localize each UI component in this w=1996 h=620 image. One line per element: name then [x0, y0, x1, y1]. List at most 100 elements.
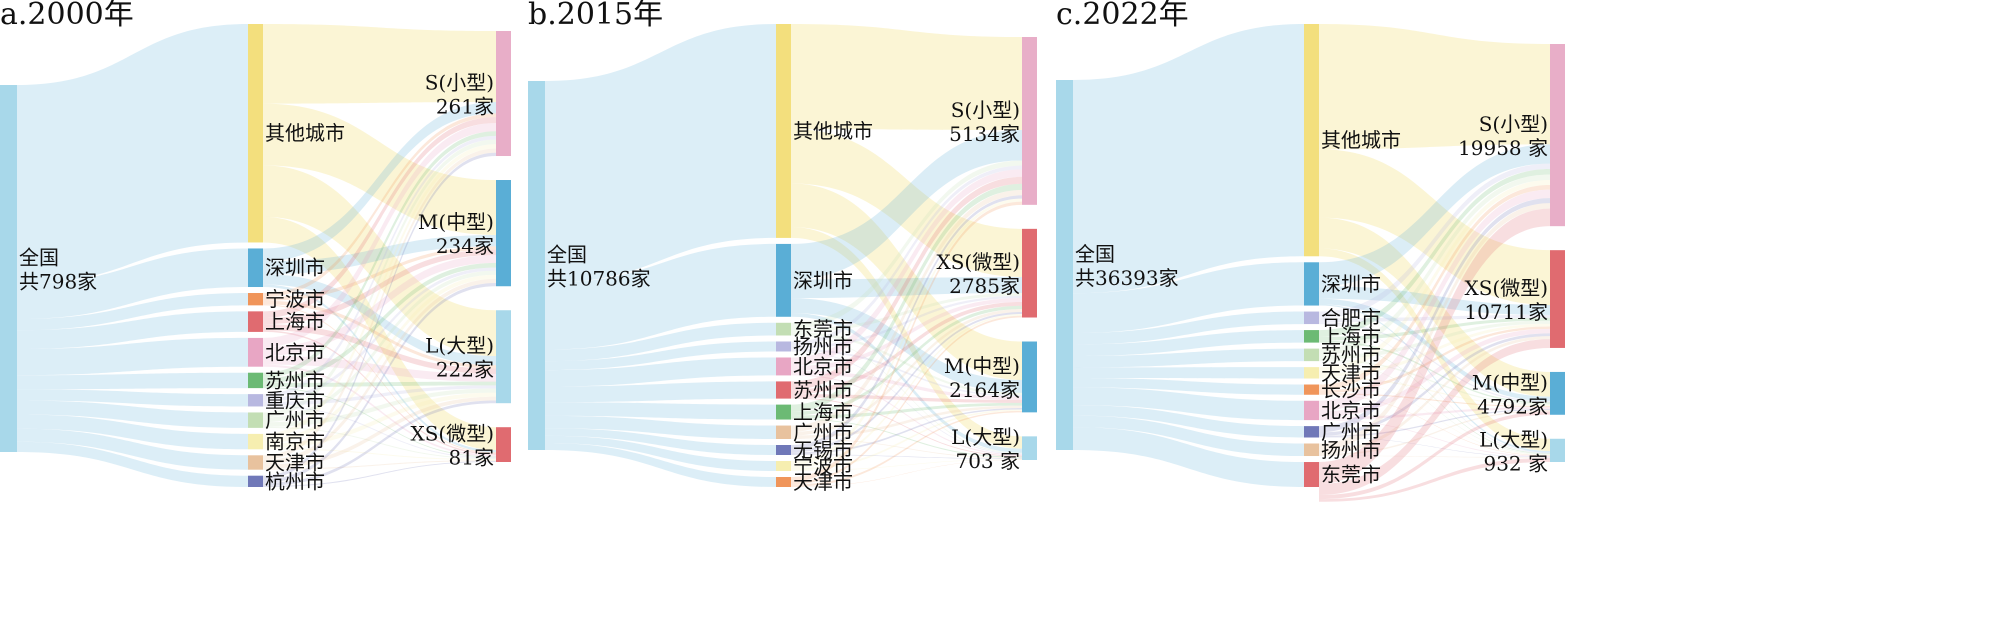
city-size-link — [263, 101, 496, 262]
city-size-link — [263, 216, 496, 451]
size-count: 234家 — [436, 234, 494, 258]
size-label: L(大型) — [951, 425, 1020, 449]
city-node — [1304, 311, 1319, 325]
city-node — [248, 455, 263, 470]
city-label: 无锡市 — [793, 438, 853, 462]
city-size-link — [1319, 378, 1550, 456]
size-label: XS(微型) — [1464, 276, 1548, 300]
city-size-link — [791, 298, 1022, 393]
city-size-link — [791, 183, 1022, 380]
city-size-link — [791, 454, 1022, 460]
city-node — [248, 311, 263, 332]
city-node — [776, 357, 791, 376]
city-size-link — [791, 312, 1022, 453]
city-size-link — [791, 409, 1022, 471]
city-size-link — [1319, 174, 1550, 356]
size-node — [1550, 250, 1565, 348]
city-node — [776, 445, 791, 455]
size-count: 10711家 — [1464, 300, 1548, 324]
source-city-link — [17, 414, 248, 450]
source-city-link — [1073, 427, 1304, 487]
city-size-link — [791, 370, 1022, 400]
size-label: L(大型) — [1479, 427, 1548, 451]
city-size-link — [1319, 208, 1550, 484]
size-count: 222家 — [436, 358, 494, 382]
city-size-link — [1319, 455, 1550, 458]
size-node — [496, 180, 511, 287]
city-node — [1304, 462, 1319, 487]
city-size-link — [791, 298, 1022, 371]
city-size-link — [791, 459, 1022, 487]
city-node — [1304, 384, 1319, 395]
city-size-link — [1319, 323, 1550, 377]
city-size-link — [1319, 411, 1550, 500]
city-node — [776, 341, 791, 352]
size-count: 703 家 — [955, 449, 1020, 473]
city-label: 深圳市 — [1321, 272, 1381, 296]
size-node — [1022, 341, 1037, 413]
city-label: 扬州市 — [793, 334, 853, 358]
city-size-link — [791, 201, 1022, 482]
city-size-link — [791, 176, 1022, 390]
city-label: 南京市 — [265, 430, 325, 454]
city-size-link — [1319, 419, 1550, 457]
links — [1073, 24, 1550, 502]
source-node — [528, 81, 545, 450]
city-size-link — [791, 276, 1022, 299]
city-size-link — [791, 459, 1022, 471]
city-size-link — [263, 355, 496, 382]
size-node — [1550, 438, 1565, 462]
city-size-link — [791, 315, 1022, 485]
size-node — [1022, 37, 1037, 205]
city-node — [1304, 330, 1319, 343]
source-label: 全国 — [1075, 242, 1115, 266]
city-size-link — [791, 189, 1022, 432]
source-city-link — [17, 428, 248, 470]
city-size-link — [791, 227, 1022, 449]
size-label: XS(微型) — [410, 422, 494, 446]
city-size-link — [1319, 322, 1550, 403]
city-node — [248, 293, 263, 306]
source-city-link — [1073, 24, 1304, 294]
city-size-link — [791, 309, 1022, 436]
source-city-link — [1073, 387, 1304, 421]
source-city-link — [17, 400, 248, 428]
source-city-link — [1073, 367, 1304, 379]
city-label: 宁波市 — [265, 287, 325, 311]
city-size-link — [263, 385, 496, 406]
city-size-link — [791, 165, 1022, 347]
city-size-link — [1319, 339, 1550, 496]
city-size-link — [791, 169, 1022, 367]
city-size-link — [263, 460, 496, 470]
city-size-link — [1319, 410, 1550, 456]
city-size-link — [1319, 189, 1550, 412]
city-size-link — [263, 461, 496, 487]
city-size-link — [1319, 144, 1550, 287]
city-size-link — [263, 330, 496, 455]
city-size-link — [1319, 304, 1550, 453]
size-node — [1550, 44, 1565, 227]
size-label: M(中型) — [944, 354, 1020, 378]
size-count: 2164家 — [949, 378, 1020, 402]
links — [17, 24, 496, 487]
city-size-link — [263, 388, 496, 427]
city-label: 苏州市 — [793, 378, 853, 402]
city-size-link — [791, 408, 1022, 455]
city-size-link — [791, 313, 1022, 469]
source-city-link — [545, 435, 776, 471]
city-node — [776, 425, 791, 439]
source-city-link — [17, 248, 248, 320]
city-size-link — [263, 400, 496, 486]
city-size-link — [791, 410, 1022, 487]
city-size-link — [791, 438, 1022, 459]
source-city-link — [1073, 377, 1304, 395]
size-count: 19958 家 — [1458, 136, 1548, 160]
city-size-link — [263, 24, 496, 104]
size-label: L(大型) — [425, 334, 494, 358]
city-size-link — [263, 387, 496, 458]
source-city-link — [1073, 405, 1304, 438]
source-city-link — [545, 428, 776, 455]
city-node — [1304, 426, 1319, 438]
source-city-link — [545, 322, 776, 362]
